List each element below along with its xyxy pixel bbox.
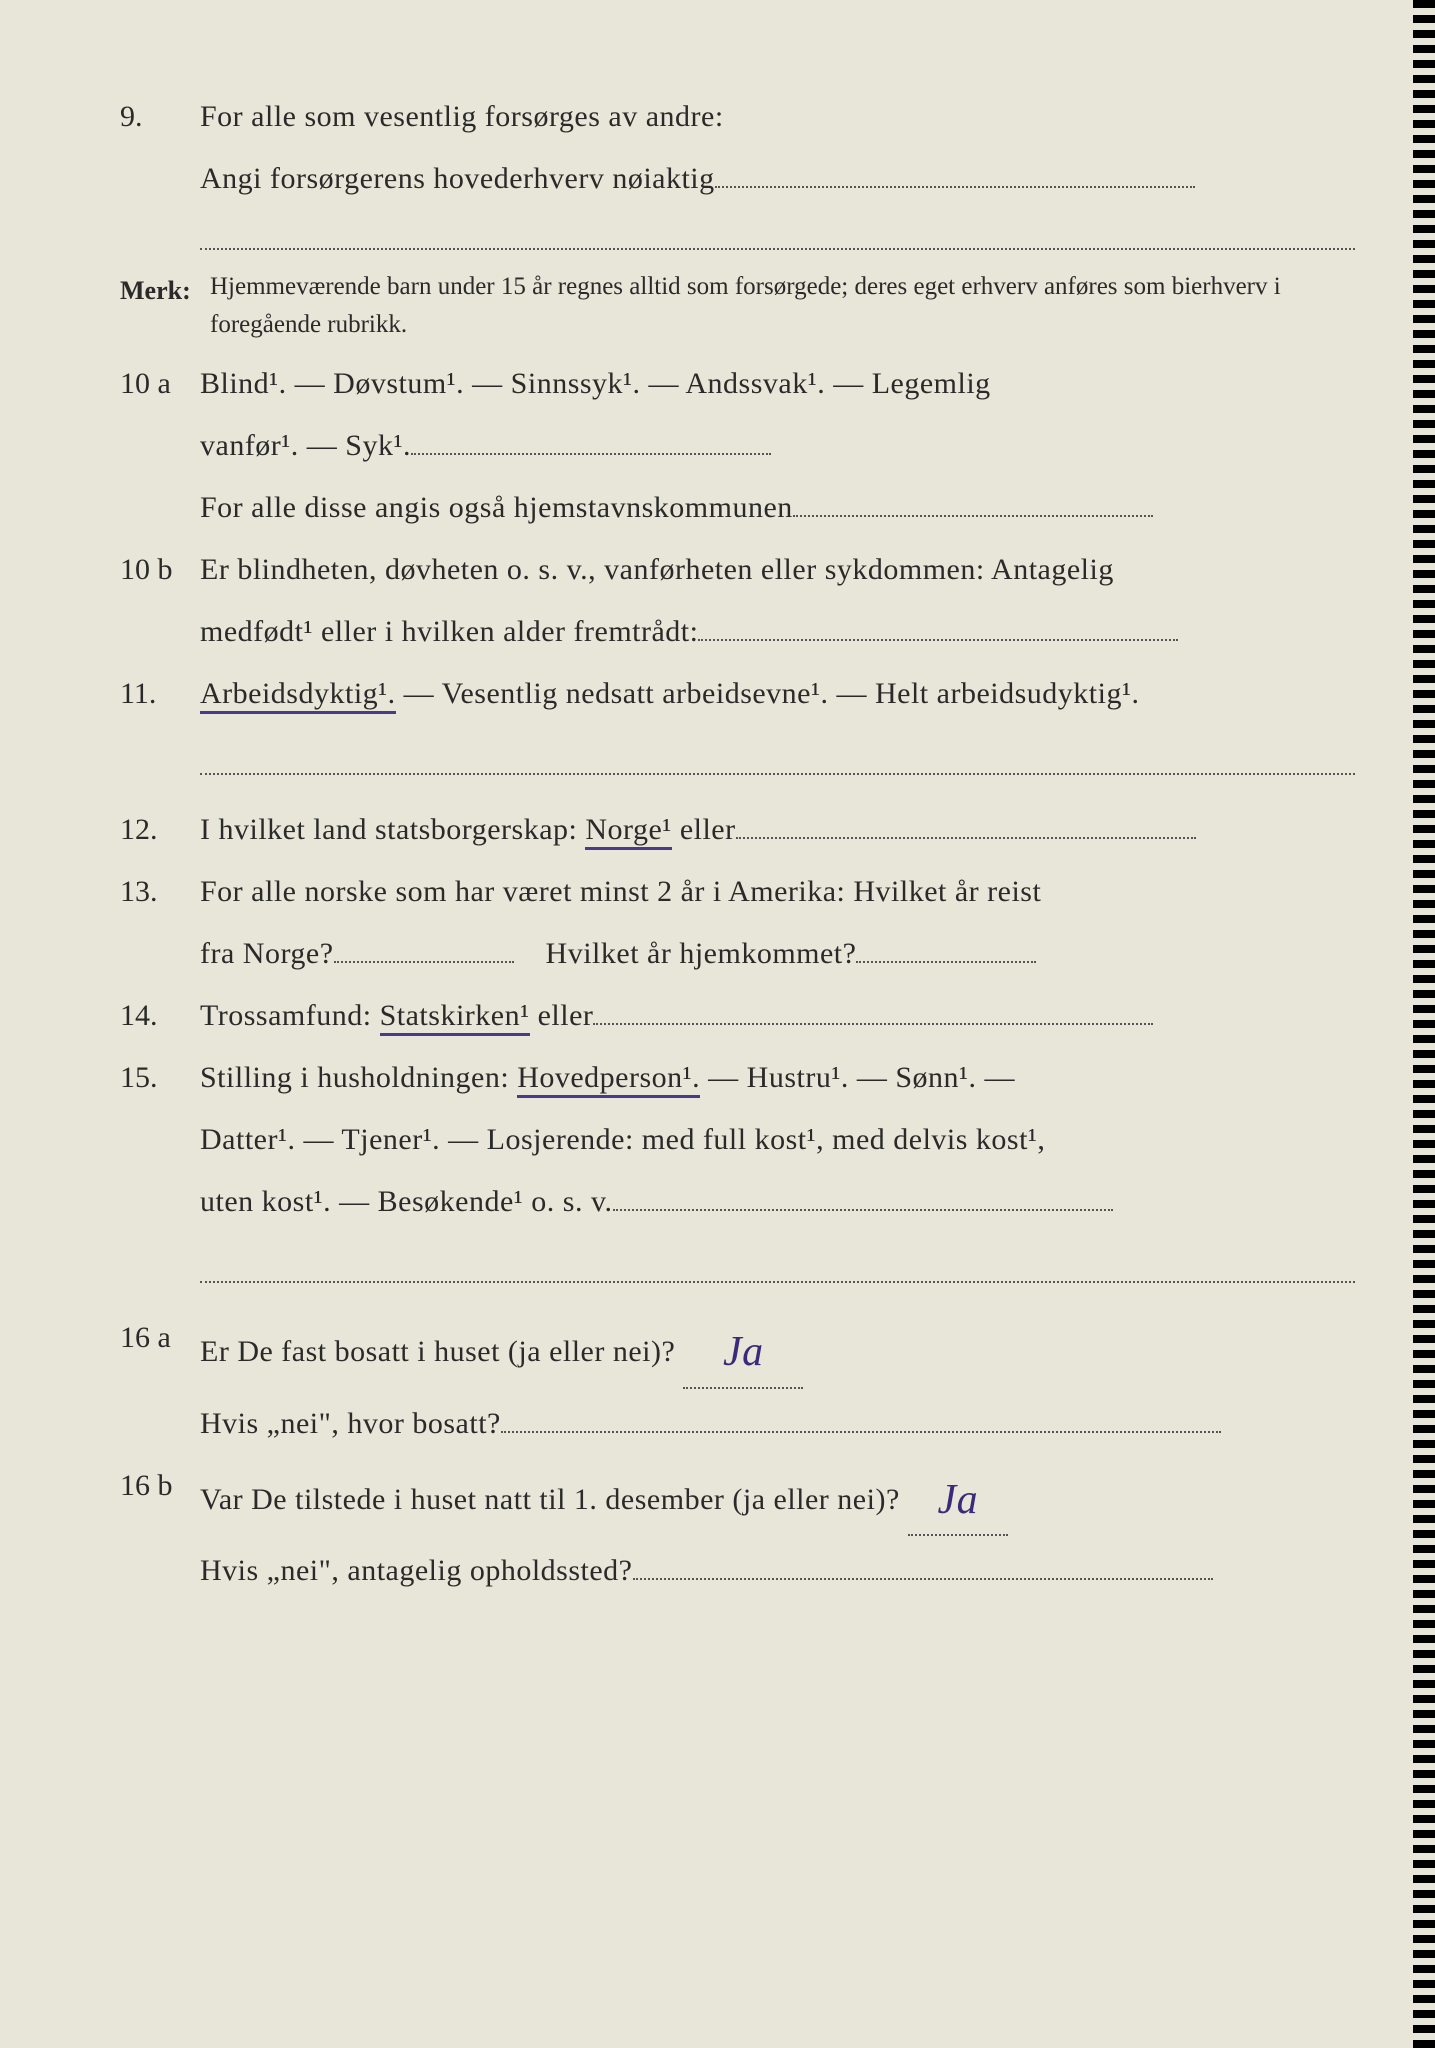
q9-line1: For alle som vesentlig forsørges av andr…: [200, 100, 724, 133]
q10a-blank1: [411, 453, 771, 455]
q13-blank2: [856, 961, 1036, 963]
scan-film-edge: [1413, 0, 1435, 2048]
q16b-answer: Ja: [937, 1477, 978, 1523]
q10b-line2: medfødt¹ eller i hvilken alder fremtrådt…: [200, 615, 698, 648]
q15-selected: Hovedperson¹.: [517, 1061, 700, 1098]
q16b-row2: Hvis „nei", antagelig opholdssted?: [120, 1544, 1355, 1598]
question-9: 9. For alle som vesentlig forsørges av a…: [120, 90, 1355, 144]
q15-row3: uten kost¹. — Besøkende¹ o. s. v.: [120, 1175, 1355, 1229]
q9-line2-wrap: Angi forsørgerens hovederhverv nøiaktig: [200, 152, 1355, 206]
q10a-row2: vanfør¹. — Syk¹.: [120, 419, 1355, 473]
q10a-content: Blind¹. — Døvstum¹. — Sinnssyk¹. — Andss…: [200, 357, 1355, 411]
q10a-opts2: vanfør¹. — Syk¹.: [200, 429, 411, 462]
q15-blank: [613, 1209, 1113, 1211]
sep-11-12: [200, 749, 1355, 775]
q16b-answer-field: Ja: [908, 1459, 1008, 1537]
question-10a: 10 a Blind¹. — Døvstum¹. — Sinnssyk¹. — …: [120, 357, 1355, 411]
q9-blank-line: [200, 224, 1355, 250]
q10a-row3: For alle disse angis også hjemstavnskomm…: [120, 481, 1355, 535]
q9-blank: [715, 186, 1195, 188]
merk-label: Merk:: [120, 268, 210, 315]
q9-line2: Angi forsørgerens hovederhverv nøiaktig: [200, 162, 715, 195]
question-11: 11. Arbeidsdyktig¹. — Vesentlig nedsatt …: [120, 667, 1355, 721]
q9-row2: Angi forsørgerens hovederhverv nøiaktig: [120, 152, 1355, 206]
q13-number: 13.: [120, 865, 200, 919]
q12-selected: Norge¹: [585, 813, 671, 850]
q13-line1: For alle norske som har været minst 2 år…: [200, 865, 1355, 919]
q13-line2b: Hvilket år hjemkommet?: [546, 937, 857, 970]
q16b-text1: Var De tilstede i huset natt til 1. dese…: [200, 1483, 900, 1516]
q12-text1: I hvilket land statsborgerskap:: [200, 813, 585, 846]
q12-text2: eller: [672, 813, 736, 846]
question-10b: 10 b Er blindheten, døvheten o. s. v., v…: [120, 543, 1355, 597]
merk-row: Merk: Hjemmeværende barn under 15 år reg…: [120, 268, 1355, 343]
q10a-blank2: [793, 515, 1153, 517]
q15-number: 15.: [120, 1051, 200, 1105]
q16a-blank: [501, 1431, 1221, 1433]
q10a-opts: Blind¹. — Døvstum¹. — Sinnssyk¹. — Andss…: [200, 367, 991, 400]
q16b-number: 16 b: [120, 1459, 200, 1513]
q10a-number: 10 a: [120, 357, 200, 411]
q15-rest1: — Hustru¹. — Sønn¹. —: [700, 1061, 1015, 1094]
q15-line2: Datter¹. — Tjener¹. — Losjerende: med fu…: [200, 1113, 1355, 1167]
q16b-blank: [633, 1578, 1213, 1580]
q16a-row2: Hvis „nei", hvor bosatt?: [120, 1397, 1355, 1451]
q15-row2: Datter¹. — Tjener¹. — Losjerende: med fu…: [120, 1113, 1355, 1167]
q10b-row2: medfødt¹ eller i hvilken alder fremtrådt…: [120, 605, 1355, 659]
q14-number: 14.: [120, 989, 200, 1043]
q13-row2: fra Norge? Hvilket år hjemkommet?: [120, 927, 1355, 981]
question-15: 15. Stilling i husholdningen: Hovedperso…: [120, 1051, 1355, 1105]
q9-content: For alle som vesentlig forsørges av andr…: [200, 90, 1355, 144]
q16b-line2: Hvis „nei", antagelig opholdssted?: [200, 1554, 633, 1587]
census-form-page: 9. For alle som vesentlig forsørges av a…: [0, 0, 1435, 1686]
question-14: 14. Trossamfund: Statskirken¹ eller: [120, 989, 1355, 1043]
q16a-text1: Er De fast bosatt i huset (ja eller nei)…: [200, 1335, 675, 1368]
q16a-number: 16 a: [120, 1311, 200, 1365]
sep-15-16: [200, 1257, 1355, 1283]
q11-selected: Arbeidsdyktig¹.: [200, 677, 396, 714]
question-16b: 16 b Var De tilstede i huset natt til 1.…: [120, 1459, 1355, 1537]
q16a-answer: Ja: [723, 1329, 764, 1375]
q14-text1: Trossamfund:: [200, 999, 380, 1032]
question-16a: 16 a Er De fast bosatt i huset (ja eller…: [120, 1311, 1355, 1389]
q13-blank1: [334, 961, 514, 963]
q12-number: 12.: [120, 803, 200, 857]
q14-selected: Statskirken¹: [380, 999, 530, 1036]
q11-rest: — Vesentlig nedsatt arbeidsevne¹. — Helt…: [396, 677, 1140, 710]
q14-text2: eller: [530, 999, 594, 1032]
q13-line2a: fra Norge?: [200, 937, 334, 970]
q15-text1: Stilling i husholdningen:: [200, 1061, 517, 1094]
question-12: 12. I hvilket land statsborgerskap: Norg…: [120, 803, 1355, 857]
q9-number: 9.: [120, 90, 200, 144]
q10b-line1: Er blindheten, døvheten o. s. v., vanfør…: [200, 543, 1355, 597]
q12-blank: [736, 837, 1196, 839]
merk-text: Hjemmeværende barn under 15 år regnes al…: [210, 268, 1355, 343]
q11-number: 11.: [120, 667, 200, 721]
question-13: 13. For alle norske som har været minst …: [120, 865, 1355, 919]
q16a-answer-field: Ja: [683, 1311, 803, 1389]
q10b-blank: [698, 639, 1178, 641]
q15-line3: uten kost¹. — Besøkende¹ o. s. v.: [200, 1185, 613, 1218]
q16a-line2: Hvis „nei", hvor bosatt?: [200, 1407, 501, 1440]
q10b-number: 10 b: [120, 543, 200, 597]
q10a-line3: For alle disse angis også hjemstavnskomm…: [200, 491, 793, 524]
q14-blank: [593, 1023, 1153, 1025]
